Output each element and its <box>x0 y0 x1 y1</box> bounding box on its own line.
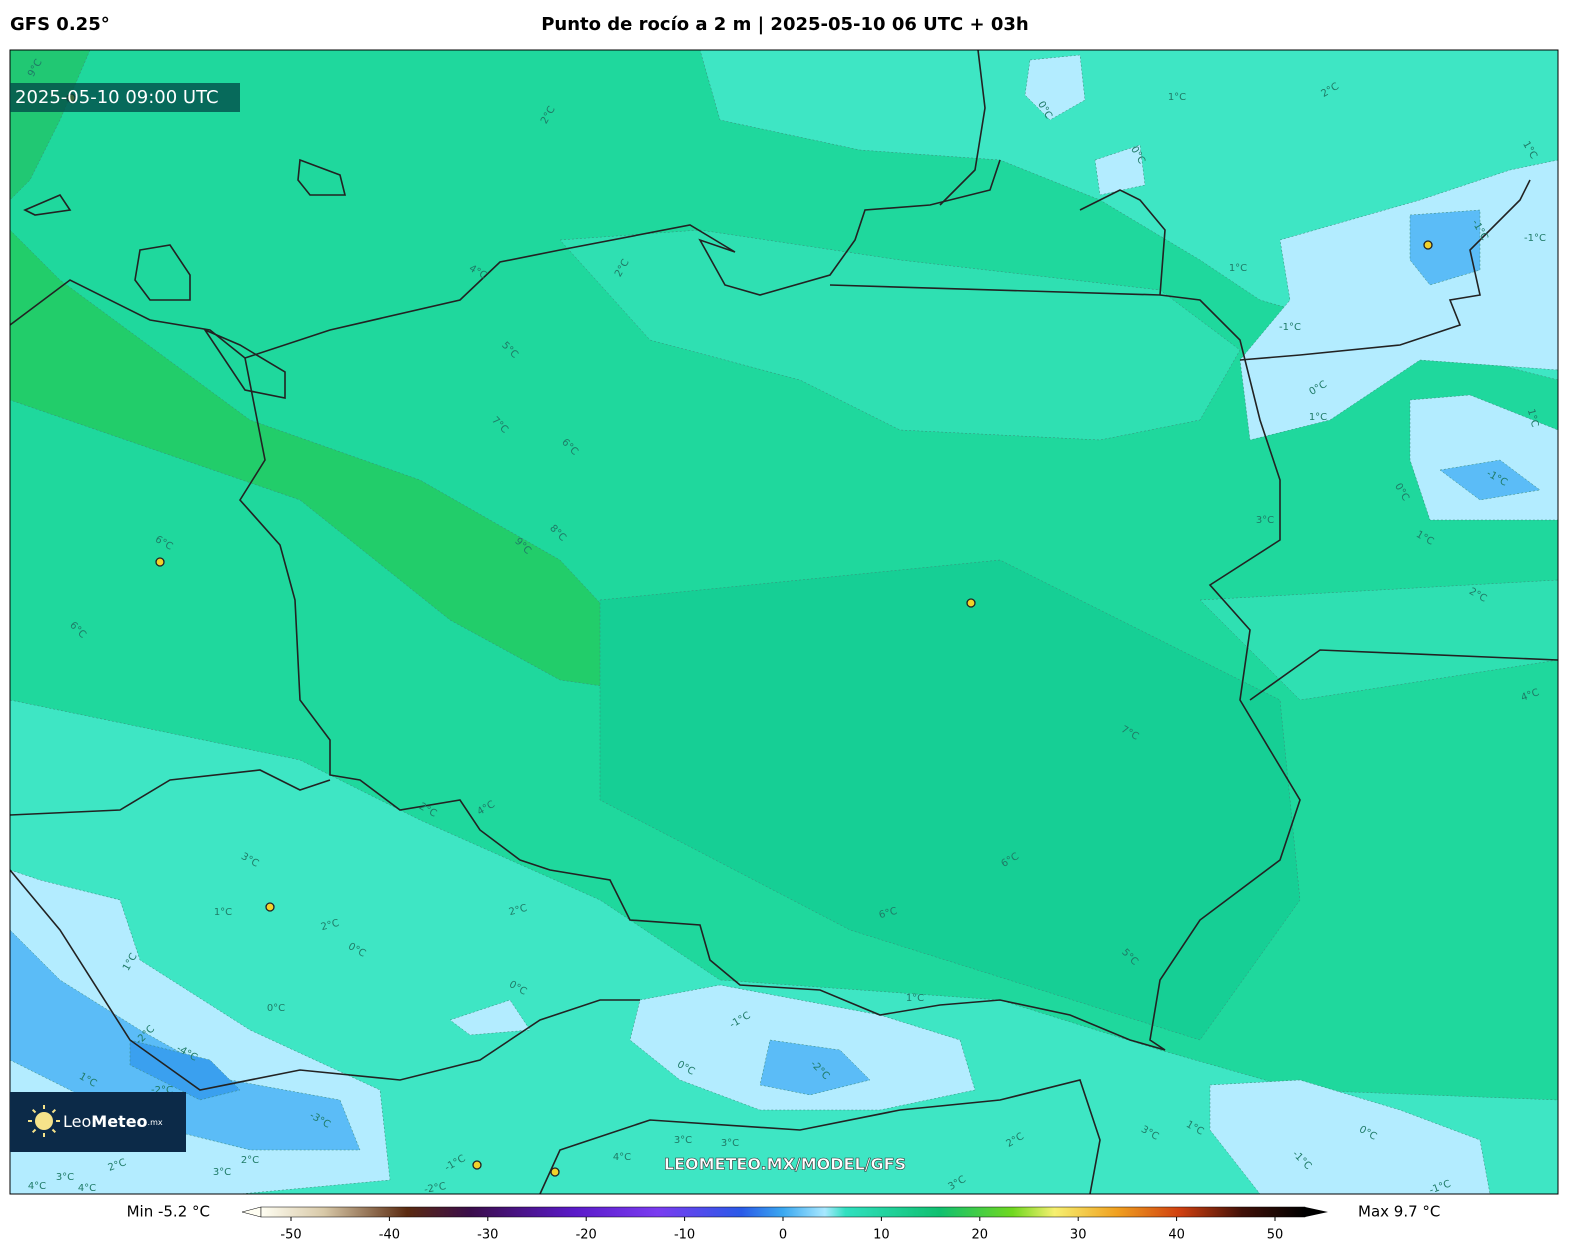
colorbar-tick-label: -10 <box>674 1228 695 1243</box>
border <box>939 50 986 206</box>
contour-label: 2°C <box>241 1155 259 1166</box>
border <box>297 158 347 196</box>
colorbar-tick-label: 0 <box>779 1228 787 1243</box>
logo-ray <box>51 1128 57 1134</box>
max-label: Max 9.7 °C <box>1358 1203 1440 1221</box>
field-region <box>129 1039 241 1101</box>
border <box>134 244 191 301</box>
colorbar-bar <box>260 1206 1306 1218</box>
field-region <box>1409 209 1481 286</box>
field-region <box>1439 459 1541 501</box>
colorbar-high-extension <box>1305 1207 1328 1217</box>
colorbar-low-extension <box>241 1206 262 1218</box>
contour-label: 3°C <box>1256 515 1274 526</box>
city-marker <box>265 902 275 912</box>
colorbar-tick-label: 20 <box>972 1228 989 1243</box>
contour-label: 1°C <box>1229 263 1247 274</box>
contour-label: 1°C <box>1525 408 1540 429</box>
logo-sun <box>35 1112 53 1130</box>
border <box>10 279 246 359</box>
border <box>23 194 72 216</box>
contour-label: -1°C <box>1279 322 1301 333</box>
city-marker <box>1423 240 1433 250</box>
city-marker <box>966 598 976 608</box>
border <box>539 1079 1101 1194</box>
contour-label: 1°C <box>1309 412 1327 423</box>
contour-label: 3°C <box>56 1172 74 1183</box>
contour-label: 4°C <box>78 1183 96 1194</box>
city-marker <box>472 1160 482 1170</box>
colorbar-tick-label: 30 <box>1070 1228 1087 1243</box>
colorbar-tick-label: -20 <box>576 1228 597 1243</box>
valid-time: 2025-05-10 09:00 UTC <box>15 87 219 108</box>
valid-time-box <box>10 83 240 112</box>
border <box>1239 179 1531 361</box>
contour-label: 2°C <box>320 918 341 933</box>
contour-label: 1°C <box>906 993 924 1004</box>
border <box>202 328 286 399</box>
field-region <box>449 999 531 1036</box>
colorbar-tick-label: -30 <box>477 1228 498 1243</box>
logo-text: LeoMeteo.mx <box>63 1112 163 1131</box>
map: 9°C2°C 0°C1°C 2°C1°C0°C4°C 2°C 1°C-1°C -1°C5°… <box>10 50 1558 1196</box>
colorbar-tick-label: 50 <box>1267 1228 1284 1243</box>
colorbar-tick-label: -50 <box>280 1228 301 1243</box>
logo-ray <box>31 1108 37 1114</box>
logo-name-light: Leo <box>63 1112 91 1131</box>
contour-label: 3°C <box>674 1135 692 1146</box>
colorbar: -50 -40 -30 -20 -10 0 10 20 30 40 50 Min -5.2 °C Max… <box>127 1203 1441 1243</box>
contour-label: 1°C <box>214 907 232 918</box>
map-title: Punto de rocío a 2 m | 2025-05-10 06 UTC… <box>541 14 1029 35</box>
field-region <box>1024 54 1086 121</box>
contour-label: 3°C <box>213 1167 231 1178</box>
city-marker <box>155 557 165 567</box>
contour-label: -2°C <box>423 1181 447 1196</box>
border <box>1249 649 1558 701</box>
city-marker <box>550 1167 560 1177</box>
field-region <box>559 229 1241 441</box>
border <box>10 769 331 816</box>
model-label: GFS 0.25° <box>10 14 110 35</box>
contour-label: 2°C <box>508 903 529 918</box>
logo-suffix: .mx <box>148 1118 163 1127</box>
contour-label: 1°C <box>1168 92 1186 103</box>
border <box>244 159 1001 359</box>
min-label: Min -5.2 °C <box>127 1203 210 1221</box>
colorbar-tick-label: 10 <box>873 1228 890 1243</box>
field-region <box>10 699 1558 1194</box>
contour-label: 4°C <box>613 1152 631 1163</box>
contour-label: 0°C <box>267 1003 285 1014</box>
colorbar-tick-label: 40 <box>1168 1228 1185 1243</box>
field-region <box>599 559 1301 1041</box>
field-region <box>1199 579 1558 701</box>
contour-label: -1°C <box>1524 233 1546 244</box>
border <box>1079 189 1166 296</box>
colorbar-tick-label: -40 <box>379 1228 400 1243</box>
logo-ray <box>51 1108 57 1114</box>
contour-label: -2°C <box>151 1085 173 1096</box>
logo-ray <box>31 1128 37 1134</box>
field-region <box>1209 1079 1491 1194</box>
field-region <box>1094 144 1146 196</box>
contour-label: 4°C <box>28 1181 46 1192</box>
border <box>239 284 1301 1051</box>
contour-label: 6°C <box>878 906 899 921</box>
logo-name-bold: Meteo <box>91 1112 147 1131</box>
map-frame <box>9 49 1559 1195</box>
watermark: LEOMETEO.MX/MODEL/GFS <box>664 1155 906 1174</box>
contour-label: 3°C <box>721 1138 739 1149</box>
border <box>10 869 640 1091</box>
field-region <box>759 1039 871 1096</box>
